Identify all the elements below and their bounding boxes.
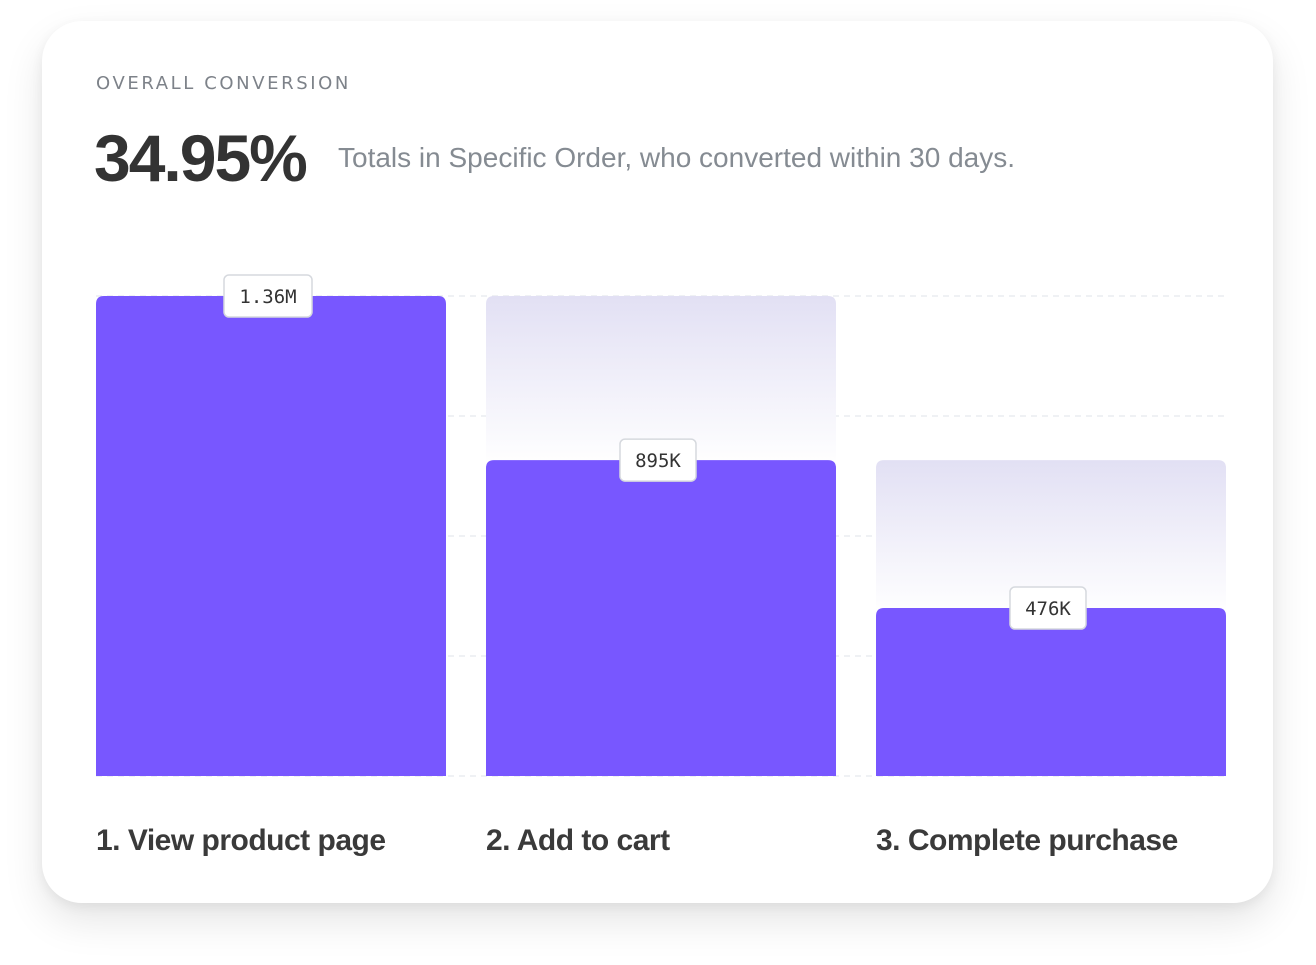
category-label: 3. Complete purchase	[876, 824, 1178, 857]
category-label: 1. View product page	[96, 824, 386, 857]
funnel-bar[interactable]	[96, 296, 446, 776]
value-badge-box	[619, 438, 697, 482]
funnel-bar[interactable]	[876, 608, 1226, 776]
conversion-rate-value: 34.95%	[94, 121, 308, 195]
value-label: 1.36M	[239, 286, 296, 308]
previous-step-bar	[876, 460, 1226, 614]
value-badge: 476K	[1009, 586, 1087, 630]
category-labels: 1. View product page 2. Add to cart 3. Com…	[96, 824, 1178, 857]
overall-conversion-label: OVERALL CONVERSION	[96, 73, 351, 94]
previous-step-bar	[486, 296, 836, 467]
value-label: 895K	[635, 450, 681, 472]
previous-step-bars	[486, 296, 1226, 614]
bars	[96, 296, 1226, 776]
value-badge: 895K	[619, 438, 697, 482]
category-label: 2. Add to cart	[486, 824, 670, 857]
funnel-bar[interactable]	[486, 460, 836, 776]
conversion-description: Totals in Specific Order, who converted …	[338, 142, 1016, 173]
value-label: 476K	[1025, 598, 1071, 620]
value-badge-box	[223, 274, 313, 318]
value-badge-box	[1009, 586, 1087, 630]
value-badges: 1.36M 895K 476K	[223, 274, 1087, 630]
value-badge: 1.36M	[223, 274, 313, 318]
